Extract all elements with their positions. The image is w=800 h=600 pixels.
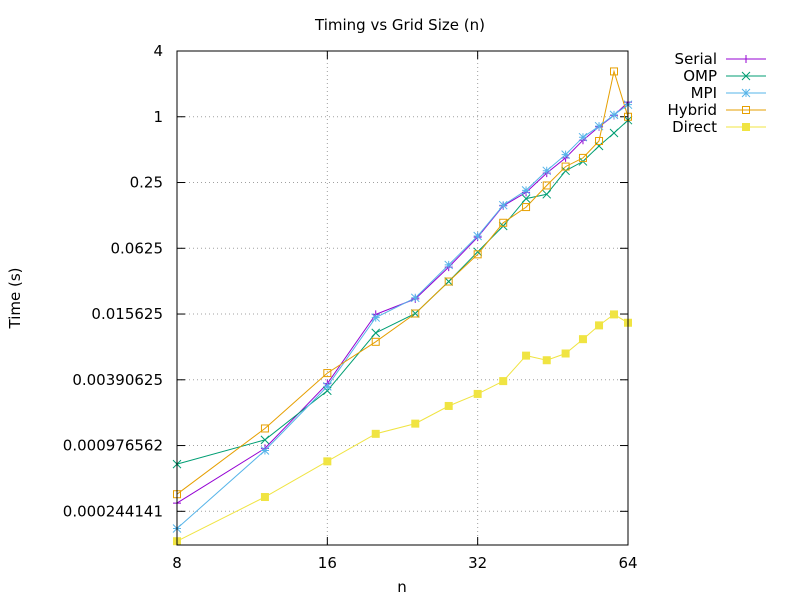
- data-point-filled-box: [323, 457, 332, 466]
- y-axis-label: Time (s): [6, 268, 24, 330]
- chart-title: Timing vs Grid Size (n): [314, 16, 485, 34]
- data-point-filled-box: [522, 351, 531, 360]
- x-tick-label: 16: [318, 554, 337, 572]
- data-point-box: [610, 67, 619, 76]
- y-tick-label: 4: [153, 42, 163, 60]
- data-point-star: [594, 121, 604, 131]
- data-point-filled-box: [260, 493, 269, 502]
- data-point-cross: [561, 166, 570, 176]
- data-point-cross: [371, 328, 381, 338]
- y-tick-label: 0.015625: [91, 305, 163, 323]
- series-line-hybrid: [176, 69, 629, 495]
- data-point-plus: [742, 55, 750, 63]
- data-point-filled-box: [742, 123, 750, 131]
- data-point-filled-box: [610, 310, 619, 319]
- y-tick-label: 0.000976562: [63, 437, 163, 455]
- series-markers-hybrid: [173, 67, 632, 499]
- data-point-cross: [521, 194, 531, 203]
- data-point-cross: [260, 435, 270, 445]
- y-tick-label: 0.000244141: [63, 502, 163, 520]
- y-axis-ticks: 0.000244141 0.000976562 0.00390625 0.015625…: [63, 42, 628, 520]
- data-point-cross: [609, 128, 619, 138]
- data-point-box: [595, 136, 604, 145]
- data-point-star: [561, 150, 570, 159]
- x-tick-label: 8: [172, 554, 182, 572]
- data-point-box: [499, 218, 508, 227]
- data-point-cross: [444, 277, 454, 286]
- data-point-box: [260, 424, 269, 433]
- series-line-mpi: [176, 104, 629, 529]
- data-point-star: [260, 446, 270, 455]
- grid-lines: [177, 51, 628, 545]
- series-lines: [176, 69, 629, 542]
- data-point-box: [323, 369, 332, 378]
- x-axis-ticks: 8 16 32 64: [172, 51, 638, 572]
- data-point-filled-box: [473, 389, 482, 398]
- data-point-filled-box: [499, 377, 508, 386]
- data-point-filled-box: [578, 335, 587, 344]
- data-point-filled-box: [444, 401, 453, 410]
- legend-marker-omp: [741, 71, 751, 81]
- legend-label-omp: OMP: [683, 67, 717, 85]
- data-point-cross: [322, 386, 332, 396]
- y-tick-label: 0.00390625: [72, 371, 163, 389]
- data-point-filled-box: [542, 356, 551, 365]
- data-point-star: [498, 200, 508, 210]
- y-tick-label: 0.25: [130, 174, 163, 192]
- data-point-star: [578, 132, 588, 142]
- legend-marker-serial: [742, 55, 750, 63]
- legend-marker-direct: [742, 123, 750, 131]
- data-point-star: [609, 110, 619, 120]
- data-point-box: [561, 162, 570, 171]
- series-markers-mpi: [172, 100, 633, 533]
- data-point-star: [322, 382, 332, 391]
- data-point-cross: [542, 189, 552, 199]
- data-point-cross: [741, 71, 751, 81]
- series-markers-omp: [172, 115, 633, 469]
- data-point-star: [741, 88, 751, 98]
- data-point-box: [473, 250, 482, 259]
- data-point-box: [542, 181, 551, 190]
- series-markers-direct: [173, 310, 632, 546]
- data-point-box: [444, 277, 453, 286]
- legend-label-direct: Direct: [672, 118, 717, 136]
- data-point-star: [521, 185, 531, 195]
- data-point-filled-box: [371, 429, 380, 438]
- series-markers: [172, 67, 633, 546]
- series-line-direct: [176, 313, 629, 542]
- legend-label-mpi: MPI: [691, 84, 717, 102]
- data-point-star: [542, 166, 552, 176]
- data-point-star: [473, 231, 483, 241]
- data-point-star: [371, 313, 381, 322]
- legend-label-hybrid: Hybrid: [667, 101, 717, 119]
- data-point-cross: [473, 247, 483, 257]
- data-point-filled-box: [595, 321, 604, 330]
- data-point-cross: [594, 141, 604, 151]
- legend-marker-mpi: [741, 88, 751, 98]
- x-tick-label: 32: [468, 554, 487, 572]
- data-point-filled-box: [561, 349, 570, 358]
- data-point-filled-box: [411, 419, 420, 428]
- data-point-box: [522, 203, 531, 212]
- y-tick-label: 0.0625: [111, 239, 164, 257]
- y-tick-label: 1: [153, 108, 163, 126]
- legend-label-serial: Serial: [675, 50, 717, 68]
- legend-marker-hybrid: [742, 106, 750, 114]
- x-tick-label: 64: [618, 554, 637, 572]
- data-point-star: [410, 293, 420, 303]
- data-point-box: [371, 337, 380, 346]
- data-point-cross: [410, 309, 420, 318]
- plot-frame: [176, 50, 629, 546]
- x-axis-label: n: [397, 578, 407, 596]
- data-point-box: [578, 153, 587, 162]
- data-point-star: [444, 260, 454, 270]
- data-point-box: [742, 106, 750, 114]
- data-point-box: [411, 309, 420, 318]
- series-line-serial: [176, 101, 629, 504]
